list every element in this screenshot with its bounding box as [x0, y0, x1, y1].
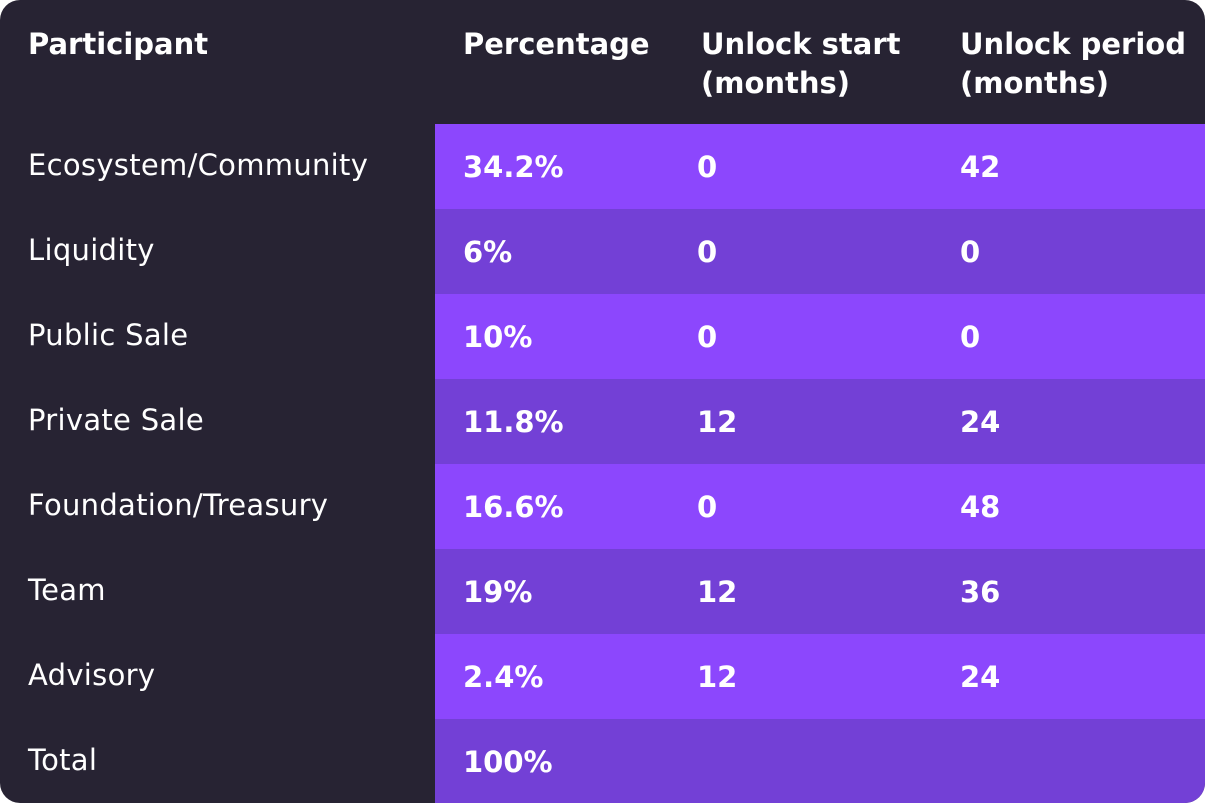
cell-unlock-period: 24 — [960, 405, 1001, 439]
cell-unlock-start: 0 — [697, 490, 718, 524]
table-row: Public Sale 10% 0 0 — [0, 294, 1205, 379]
row-highlight — [435, 124, 1205, 209]
cell-percentage: 11.8% — [463, 405, 564, 439]
cell-unlock-period: 48 — [960, 490, 1001, 524]
cell-participant: Public Sale — [28, 318, 189, 352]
table-row-total: Total 100% — [0, 719, 1205, 803]
cell-participant: Advisory — [28, 658, 156, 692]
row-highlight — [435, 464, 1205, 549]
cell-percentage: 19% — [463, 575, 533, 609]
row-highlight — [435, 634, 1205, 719]
table-row: Liquidity 6% 0 0 — [0, 209, 1205, 294]
row-highlight — [435, 209, 1205, 294]
cell-percentage: 34.2% — [463, 150, 564, 184]
cell-percentage: 2.4% — [463, 660, 544, 694]
cell-unlock-start: 12 — [697, 660, 738, 694]
row-highlight — [435, 294, 1205, 379]
header-unlock-start: Unlock start (months) — [701, 27, 901, 100]
cell-participant: Foundation/Treasury — [28, 488, 329, 522]
cell-unlock-start: 0 — [697, 320, 718, 354]
row-highlight — [435, 719, 1205, 803]
cell-percentage: 6% — [463, 235, 513, 269]
table-row: Team 19% 12 36 — [0, 549, 1205, 634]
header-participant: Participant — [28, 27, 209, 61]
table-body: Ecosystem/Community 34.2% 0 42 Liquidity… — [0, 124, 1205, 803]
header-unlock-period: Unlock period (months) — [960, 27, 1186, 100]
cell-unlock-start: 12 — [697, 405, 738, 439]
cell-percentage: 10% — [463, 320, 533, 354]
cell-unlock-period: 36 — [960, 575, 1001, 609]
cell-participant: Team — [28, 573, 106, 607]
cell-percentage: 100% — [463, 745, 553, 779]
cell-unlock-start: 12 — [697, 575, 738, 609]
header-percentage: Percentage — [463, 27, 650, 61]
cell-unlock-period: 42 — [960, 150, 1001, 184]
cell-participant: Total — [28, 743, 98, 777]
cell-participant: Private Sale — [28, 403, 204, 437]
cell-percentage: 16.6% — [463, 490, 564, 524]
table-row: Foundation/Treasury 16.6% 0 48 — [0, 464, 1205, 549]
cell-unlock-period: 0 — [960, 235, 981, 269]
cell-unlock-period: 24 — [960, 660, 1001, 694]
cell-participant: Liquidity — [28, 233, 155, 267]
cell-participant: Ecosystem/Community — [28, 148, 369, 182]
table-row: Private Sale 11.8% 12 24 — [0, 379, 1205, 464]
cell-unlock-start: 0 — [697, 235, 718, 269]
cell-unlock-period: 0 — [960, 320, 981, 354]
cell-unlock-start: 0 — [697, 150, 718, 184]
row-highlight — [435, 549, 1205, 634]
table-row: Ecosystem/Community 34.2% 0 42 — [0, 124, 1205, 209]
table-header: Participant Percentage Unlock start (mon… — [0, 0, 1205, 124]
table-row: Advisory 2.4% 12 24 — [0, 634, 1205, 719]
row-highlight — [435, 379, 1205, 464]
